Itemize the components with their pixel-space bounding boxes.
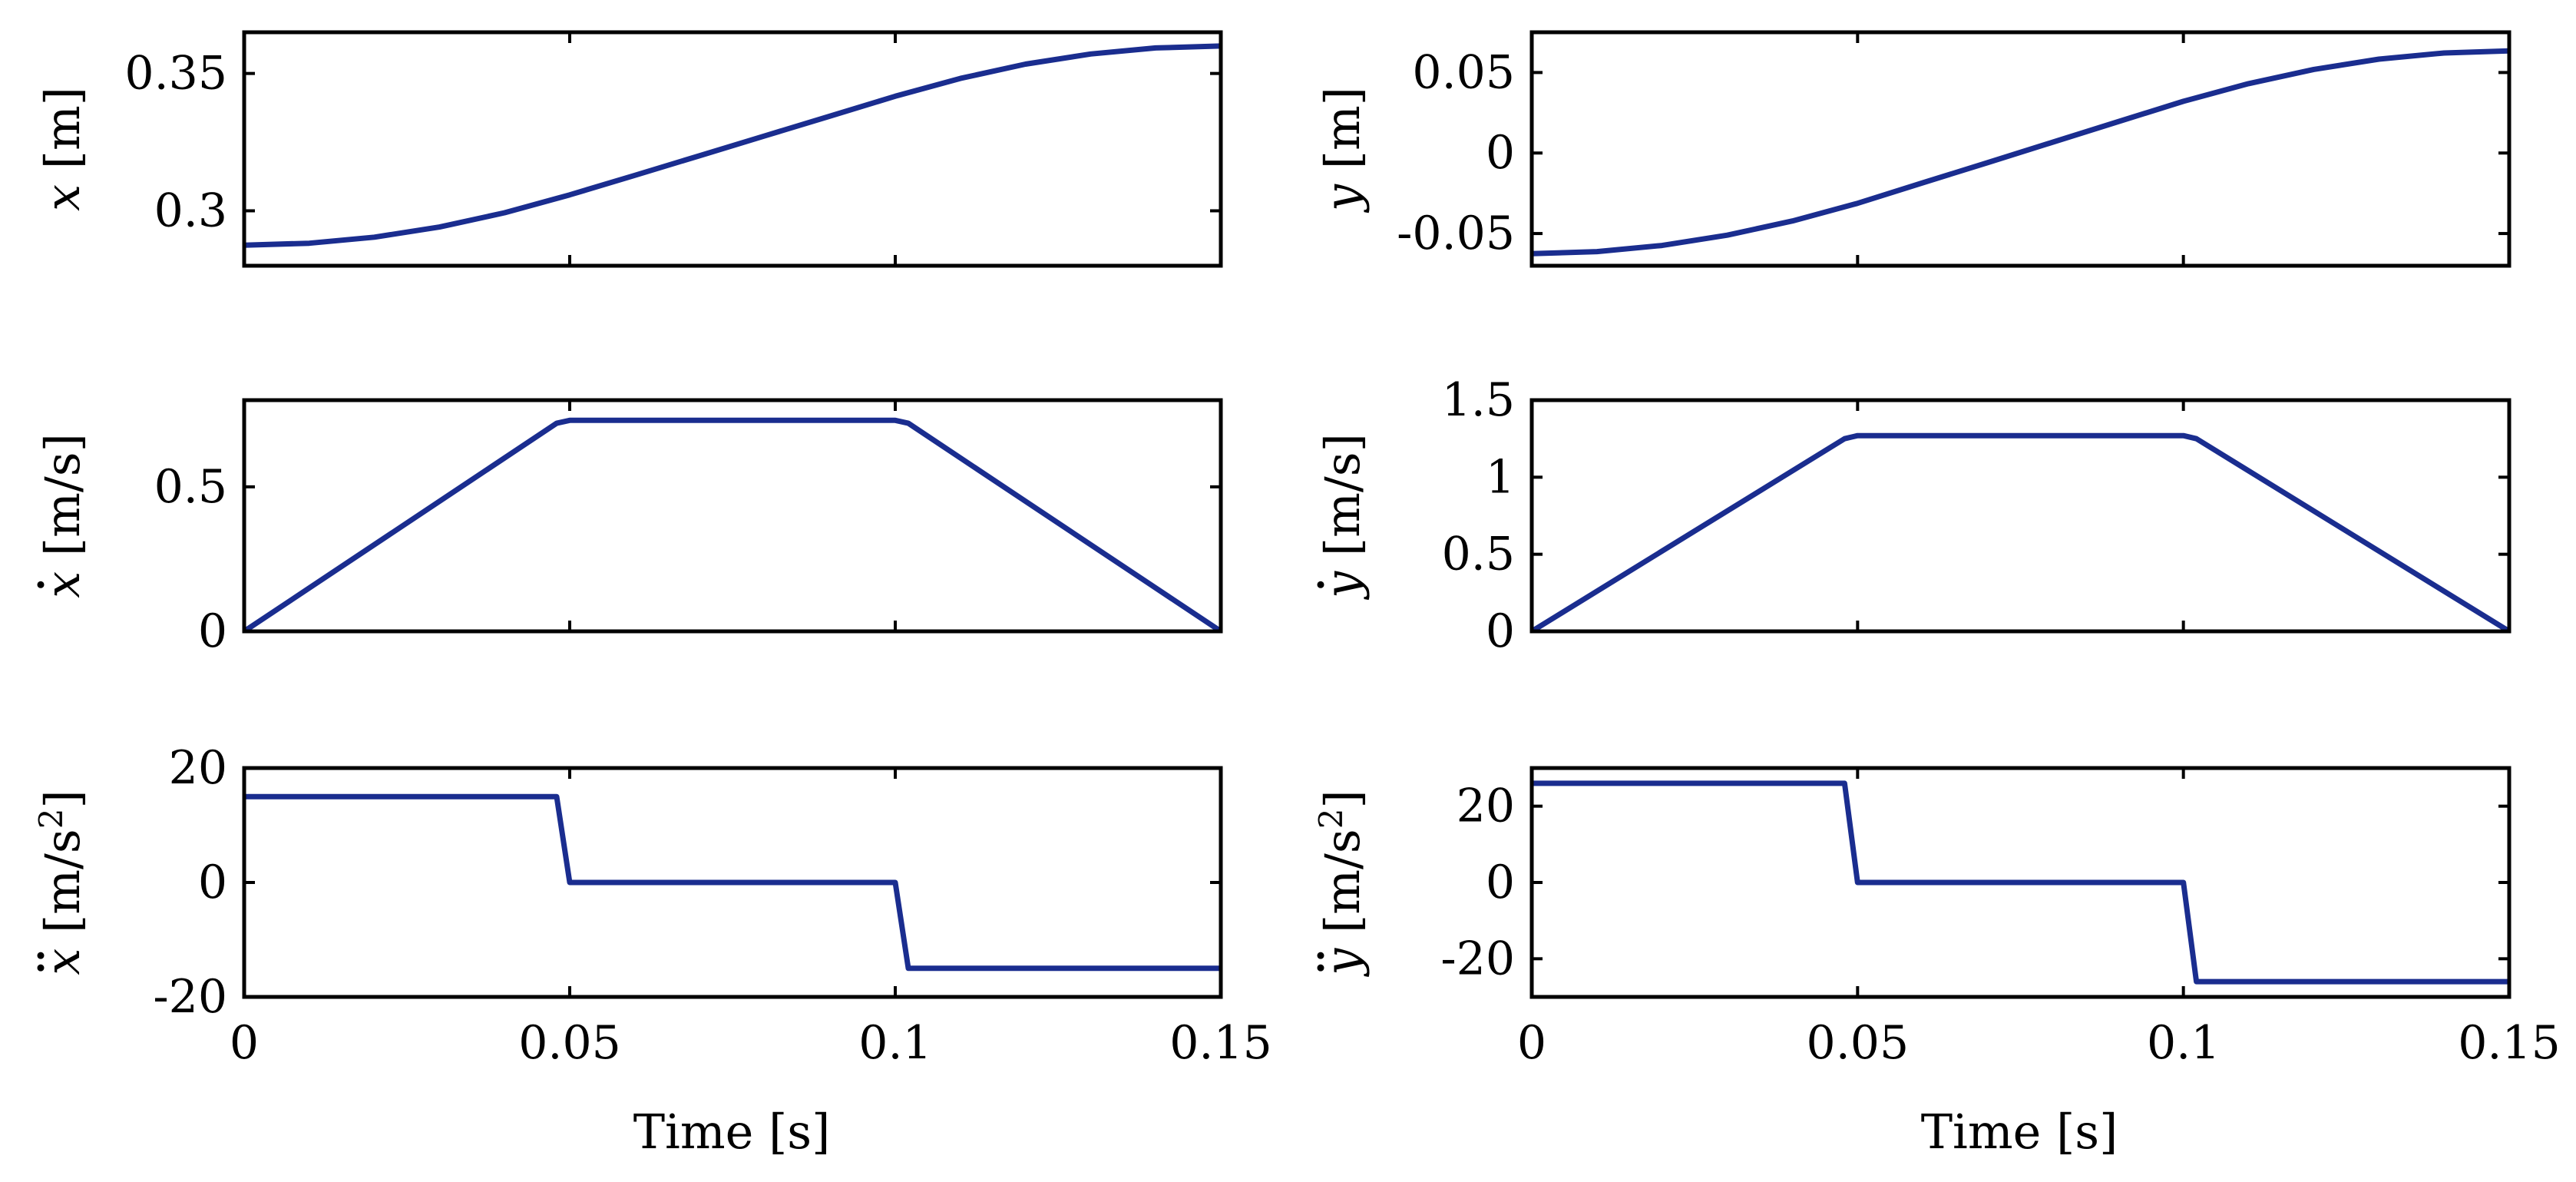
y-axis-label-unit-end: ] [35, 790, 91, 808]
derivative-dots [37, 581, 45, 588]
y-tick-label: 1 [1486, 450, 1515, 504]
derivative-dots [37, 952, 45, 972]
y-axis-label-symbol: x [35, 949, 91, 975]
series-line-y-dot [1532, 432, 2509, 631]
derivative-dot [37, 581, 45, 588]
y-axis-label: y [m] [1314, 87, 1371, 214]
y-tick-label: 0 [1486, 856, 1515, 909]
series-line-y [1532, 48, 2509, 257]
y-tick-label: 20 [169, 741, 227, 795]
series-line-x-ddot [244, 793, 1221, 972]
subplot-y-vel: 0 0.5 1 1.5 y [m/s] [1314, 373, 2512, 658]
y-axis-label-unit: [m] [35, 87, 91, 184]
y-tick-label: 20 [1457, 780, 1515, 833]
y-tick-label: -20 [153, 970, 227, 1024]
y-axis-label: y [m/s] [1314, 433, 1371, 601]
derivative-dot [37, 964, 45, 972]
y-axis-label: x [m/s] [35, 433, 91, 598]
series-line-y-ddot [1532, 780, 2509, 985]
y-axis-label-unit: [m/s [35, 829, 91, 948]
subplot-x-pos: 0.3 0.35 x [m] [35, 30, 1223, 268]
y-tick-label: -20 [1440, 932, 1515, 985]
y-tick-label: 0.3 [154, 184, 227, 237]
y-tick-label: 0 [198, 856, 227, 909]
y-axis-label-symbol: y [1314, 948, 1371, 978]
x-tick-label: 0.1 [2147, 1016, 2220, 1070]
derivative-dot [1317, 952, 1324, 959]
derivative-dot [1317, 964, 1324, 972]
y-axis-label-unit: [m] [1314, 87, 1371, 184]
x-tick-label: 0.15 [1169, 1016, 1272, 1070]
x-tick-label: 0.1 [858, 1016, 931, 1070]
x-tick-label: 0.15 [2458, 1016, 2561, 1070]
plot-frame [242, 30, 1223, 268]
x-axis-label-left: Time [s] [633, 1104, 831, 1160]
series-line-x-dot [244, 417, 1221, 631]
x-axis-label-right: Time [s] [1921, 1104, 2118, 1160]
y-tick-label: 0 [1486, 604, 1515, 658]
y-tick-label: 0 [198, 604, 227, 658]
y-tick-label: 0.35 [124, 47, 227, 101]
x-tick-label: 0.05 [518, 1016, 621, 1070]
y-axis-label-unit-end: ] [1314, 790, 1371, 808]
y-tick-label: 0 [1486, 126, 1515, 180]
x-tick-label: 0.05 [1807, 1016, 1910, 1070]
y-axis-label: x [m] [35, 87, 91, 211]
y-axis-label-symbol: x [35, 184, 91, 211]
derivative-dot [37, 952, 45, 959]
y-axis-label-unit: [m/s] [1314, 433, 1371, 571]
series-line-x [244, 43, 1221, 248]
derivative-dot [1317, 581, 1324, 588]
derivative-dots [1317, 952, 1324, 972]
y-axis-label: y [m/s2] [1312, 790, 1371, 977]
x-tick-label: 0 [1517, 1016, 1546, 1070]
plot-frame [1529, 398, 2512, 634]
y-axis-label-unit: [m/s] [35, 433, 91, 571]
subplot-y-pos: -0.05 0 0.05 y [m] [1314, 30, 2512, 268]
y-axis-label-exponent: 2 [32, 809, 70, 829]
derivative-dots [1317, 581, 1324, 588]
y-axis-label-symbol: y [1314, 184, 1371, 214]
plot-frame [1529, 30, 2512, 268]
y-tick-label: 0.05 [1412, 45, 1515, 99]
subplot-x-vel: 0 0.5 x [m/s] [35, 398, 1223, 658]
x-tick-label: 0 [230, 1016, 259, 1070]
y-axis-label-unit: [m/s [1314, 829, 1371, 948]
y-axis-label-exponent: 2 [1312, 809, 1350, 829]
y-tick-label: 1.5 [1442, 373, 1515, 427]
plot-frame [242, 398, 1223, 634]
y-tick-label: 0.5 [154, 460, 227, 514]
y-axis-label: x [m/s2] [32, 790, 91, 975]
y-tick-label: 0.5 [1442, 528, 1515, 581]
y-tick-label: -0.05 [1397, 207, 1515, 260]
